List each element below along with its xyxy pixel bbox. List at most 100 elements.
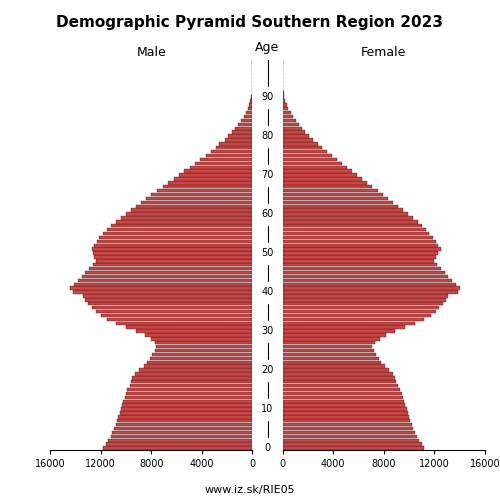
Bar	[106, 442, 253, 446]
Bar	[93, 263, 252, 266]
Bar	[282, 122, 299, 126]
Bar	[282, 404, 406, 407]
Bar	[282, 154, 332, 157]
Bar	[132, 376, 252, 380]
Bar	[282, 193, 382, 196]
Bar	[145, 334, 252, 336]
Bar	[282, 353, 376, 356]
Text: Demographic Pyramid Southern Region 2023: Demographic Pyramid Southern Region 2023	[56, 15, 444, 30]
Bar	[150, 356, 252, 360]
Bar	[282, 334, 387, 336]
Bar	[126, 326, 252, 329]
Bar	[282, 341, 375, 344]
Bar	[282, 142, 318, 146]
Bar	[282, 431, 416, 434]
Bar	[94, 244, 252, 247]
Text: Age: Age	[256, 41, 280, 54]
Bar	[282, 204, 398, 208]
Bar	[88, 302, 252, 306]
Bar	[107, 228, 253, 232]
Bar	[138, 368, 252, 372]
Bar	[282, 349, 374, 352]
Bar	[78, 278, 252, 282]
Bar	[282, 442, 422, 446]
Bar	[124, 396, 252, 399]
Bar	[282, 212, 408, 216]
Bar	[282, 178, 362, 180]
Bar	[282, 290, 459, 294]
Bar	[282, 92, 284, 95]
Bar	[251, 96, 252, 98]
Bar	[282, 162, 342, 165]
Bar	[282, 384, 398, 388]
Text: 40: 40	[262, 287, 274, 297]
Bar	[82, 275, 252, 278]
Bar	[282, 314, 430, 317]
Bar	[97, 240, 252, 243]
Bar	[174, 178, 252, 180]
Bar	[168, 181, 252, 184]
Bar	[242, 119, 252, 122]
Bar	[282, 360, 382, 364]
Bar	[282, 337, 380, 340]
Text: 80: 80	[262, 131, 274, 141]
Bar	[120, 412, 252, 414]
Text: www.iz.sk/RIE05: www.iz.sk/RIE05	[204, 485, 296, 495]
Bar	[282, 388, 401, 391]
Bar	[220, 142, 252, 146]
Bar	[282, 146, 322, 150]
Bar	[282, 228, 426, 232]
Bar	[282, 96, 284, 98]
Bar	[282, 189, 378, 192]
Bar	[93, 252, 252, 254]
Bar	[282, 318, 424, 321]
Bar	[282, 216, 413, 220]
Bar	[228, 134, 252, 138]
Bar	[282, 166, 347, 169]
Bar	[282, 220, 418, 224]
Bar	[282, 236, 433, 239]
Bar	[108, 438, 253, 442]
Bar	[282, 326, 406, 329]
Title: Female: Female	[361, 46, 406, 59]
Bar	[282, 259, 434, 262]
Bar	[83, 294, 252, 298]
Bar	[190, 166, 252, 169]
Bar	[282, 88, 283, 91]
Bar	[282, 294, 448, 298]
Bar	[162, 185, 252, 188]
Bar	[282, 423, 412, 426]
Bar	[282, 376, 395, 380]
Bar	[117, 419, 252, 422]
Bar	[200, 158, 252, 161]
Bar	[282, 330, 395, 332]
Bar	[116, 423, 252, 426]
Bar	[100, 314, 252, 317]
Text: 60: 60	[262, 209, 274, 219]
Bar	[206, 154, 252, 157]
Bar	[282, 306, 440, 310]
Bar	[282, 415, 409, 418]
Bar	[236, 126, 252, 130]
Bar	[141, 200, 252, 204]
Bar	[282, 380, 397, 384]
Bar	[282, 356, 379, 360]
Bar	[118, 415, 252, 418]
Bar	[89, 267, 252, 270]
Bar	[282, 111, 290, 114]
Bar	[282, 427, 413, 430]
Bar	[282, 396, 403, 399]
Bar	[282, 256, 436, 258]
Bar	[114, 427, 252, 430]
Bar	[179, 174, 252, 176]
Bar	[70, 286, 252, 290]
Bar	[110, 224, 253, 228]
Bar	[112, 431, 252, 434]
Bar	[216, 146, 252, 150]
Bar	[158, 189, 252, 192]
Bar	[282, 224, 422, 228]
Bar	[121, 216, 252, 220]
Bar	[100, 236, 252, 239]
Bar	[282, 134, 309, 138]
Bar	[282, 286, 460, 290]
